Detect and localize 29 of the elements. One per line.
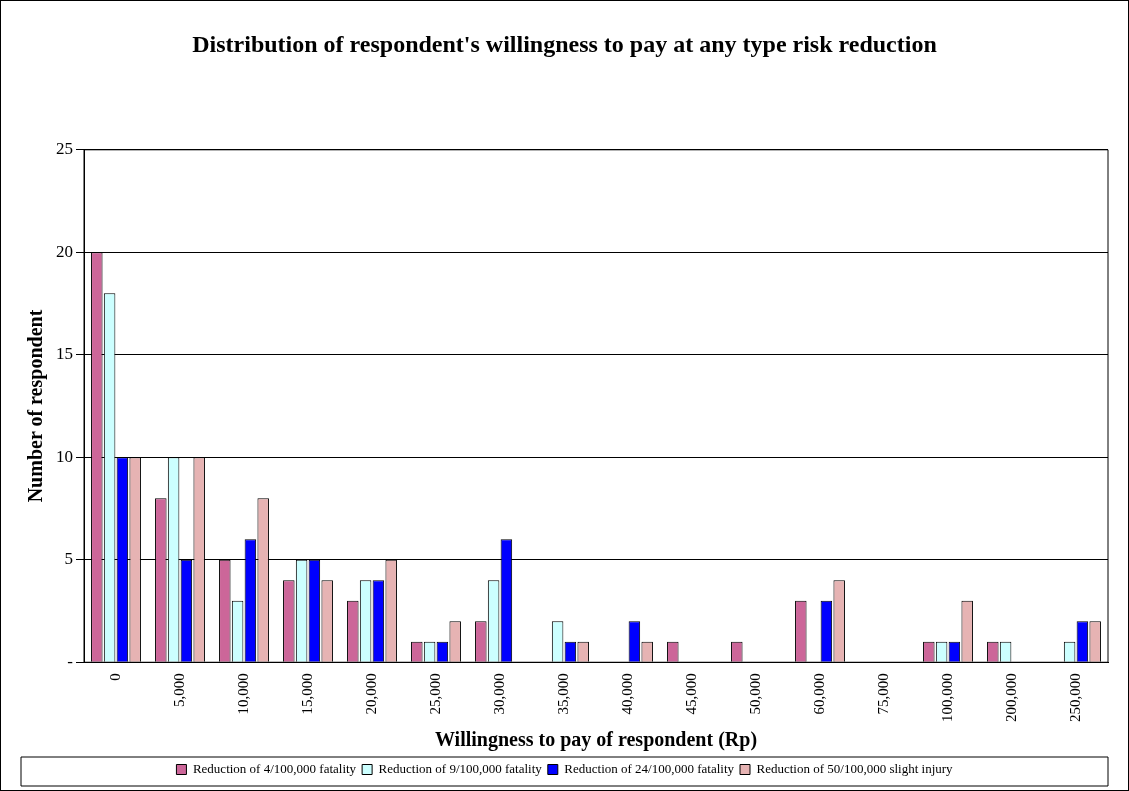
legend-label: Reduction of 9/100,000 fatality [378,760,543,776]
x-tick-label: 10,000 [234,673,251,715]
y-tick-label: - [67,651,74,671]
x-tick-label: 50,000 [746,673,763,715]
x-tick-label: 250,000 [1066,673,1083,722]
legend-label: Reduction of 50/100,000 slight injury [756,760,954,776]
x-tick-label: 200,000 [1002,673,1019,722]
x-tick-label: 5,000 [170,673,187,707]
y-tick-label: 25 [56,139,73,159]
legend-label: Reduction of 24/100,000 fatality [564,760,735,776]
x-axis-title: Willingness to pay of respondent (Rp) [434,728,758,752]
x-tick-label: 45,000 [682,673,699,715]
x-tick-label: 0 [106,673,123,681]
x-tick-label: 35,000 [554,673,571,715]
x-tick-label: 75,000 [874,673,891,715]
x-tick-label: 100,000 [938,673,955,722]
y-axis-title: Number of respondent [24,309,48,503]
x-tick-label: 30,000 [490,673,507,715]
x-tick-label: 40,000 [618,673,635,715]
x-tick-label: 15,000 [298,673,315,715]
x-tick-label: 25,000 [426,673,443,715]
y-tick-label: 15 [56,344,73,364]
x-tick-label: 60,000 [810,673,827,715]
y-tick-label: 5 [64,549,73,569]
x-tick-label: 20,000 [362,673,379,715]
legend-label: Reduction of 4/100,000 fatality [192,760,357,776]
chart-title: Distribution of respondent's willingness to pay at any type risk reduction [192,30,937,57]
y-tick-label: 10 [56,446,73,466]
y-tick-label: 20 [56,241,73,261]
